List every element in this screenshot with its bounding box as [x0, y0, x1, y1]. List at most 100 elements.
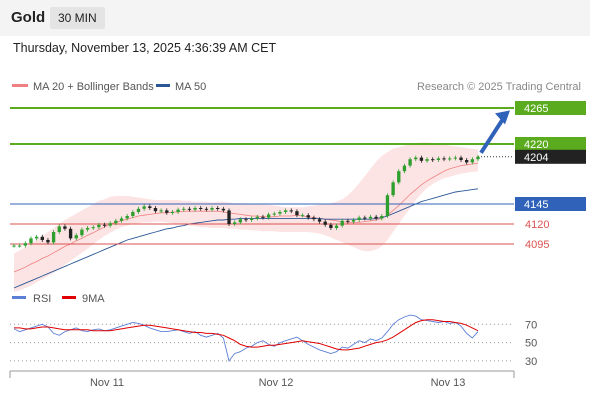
candle-body [170, 212, 175, 213]
candle-body [125, 216, 129, 219]
last-price-label: 4204 [524, 152, 548, 164]
candle-body [102, 224, 107, 226]
candle-body [295, 211, 299, 216]
candle-body [114, 220, 118, 224]
candle-body [266, 214, 271, 218]
candle-body [380, 216, 384, 219]
candle-body [159, 210, 163, 212]
candle-body [300, 215, 305, 217]
ma20-legend-swatch [12, 84, 28, 87]
candle-body [63, 226, 67, 229]
candle-body [340, 220, 344, 226]
candle-body [34, 236, 39, 239]
level-tag-4145 [515, 197, 586, 211]
x-tick-label: Nov 11 [90, 377, 124, 389]
candle-body [391, 182, 395, 196]
candle-body [238, 219, 243, 223]
candle-body [29, 238, 33, 244]
level-tag-4220 [515, 137, 586, 151]
candle-body [453, 157, 458, 159]
ma50-legend-label: MA 50 [175, 81, 206, 93]
candle-body [312, 217, 316, 220]
candle-body [187, 208, 192, 210]
candle-body [136, 208, 141, 212]
candle-body [419, 157, 424, 161]
candle-body [425, 159, 429, 161]
last-price-tag [515, 149, 586, 164]
candle-body [216, 208, 220, 209]
rsi-tick-label: 50 [525, 338, 537, 350]
candle-body [91, 227, 95, 229]
candle-body [368, 216, 373, 219]
candle-body [165, 210, 169, 213]
candle-body [74, 235, 78, 239]
candle-body [97, 224, 101, 228]
header-bar: Gold 30 MIN [0, 0, 590, 36]
candle-body [431, 159, 435, 161]
candle-body [317, 219, 322, 222]
forecast-arrow-head [495, 110, 510, 125]
candle-body [199, 208, 203, 209]
candle-body [470, 159, 475, 163]
candle-body [306, 215, 310, 218]
credit-text: Research © 2025 Trading Central [417, 81, 581, 93]
candle-body [68, 228, 73, 239]
level-tag-4265 [515, 101, 586, 115]
candle-body [385, 195, 390, 216]
symbol-title: Gold [11, 9, 46, 26]
candle-body [374, 216, 378, 219]
candle-body [402, 165, 407, 172]
candle-body [85, 228, 90, 230]
candle-body [210, 208, 214, 210]
rsi-ma-line [14, 319, 479, 351]
rsi-ma-legend-label: 9MA [82, 293, 105, 305]
x-tick-label: Nov 13 [431, 377, 466, 389]
forecast-arrow-shaft [479, 116, 506, 154]
candle-body [323, 221, 327, 225]
interval-button[interactable]: 30 MIN [50, 7, 105, 29]
candle-body [40, 236, 44, 240]
candle-body [80, 229, 84, 236]
rsi-legend-label: RSI [33, 293, 51, 305]
candle-body [221, 208, 226, 211]
candle-body [346, 220, 350, 222]
candle-body [289, 210, 293, 212]
candle-body [193, 208, 197, 210]
candle-body [261, 216, 265, 218]
candle-body [272, 213, 276, 215]
candle-body [108, 223, 112, 226]
candle-body [51, 232, 56, 243]
candle-body [204, 208, 209, 210]
level-label-4145: 4145 [524, 199, 548, 211]
candle-body [476, 156, 480, 160]
candle-body [448, 158, 452, 160]
candle-body [249, 218, 254, 220]
candle-body [119, 218, 124, 221]
rsi-tick-label: 70 [525, 319, 537, 331]
candle-body [408, 159, 412, 166]
candle-body [351, 220, 356, 222]
ma50-legend-swatch [156, 84, 170, 87]
candle-body [153, 208, 158, 212]
candle-body [334, 225, 339, 228]
candle-body [131, 212, 135, 216]
rsi-ma-legend-swatch [62, 296, 76, 299]
candle-body [357, 217, 361, 220]
candle-body [442, 158, 446, 160]
candle-body [329, 224, 333, 228]
ma20-legend-label: MA 20 + Bollinger Bands [33, 81, 154, 93]
level-label-4095: 4095 [525, 239, 549, 251]
candle-body [244, 219, 248, 221]
candle-body [182, 208, 186, 210]
candle-body [283, 210, 288, 212]
candle-body [414, 157, 418, 160]
candle-body [397, 171, 401, 183]
candle-body [23, 243, 27, 246]
rsi-line [13, 314, 479, 362]
candle-body [148, 206, 152, 208]
candle-body [12, 245, 16, 247]
chart-datetime: Thursday, November 13, 2025 4:36:39 AM C… [13, 41, 277, 55]
candle-body [363, 217, 367, 219]
candle-body [17, 245, 22, 247]
